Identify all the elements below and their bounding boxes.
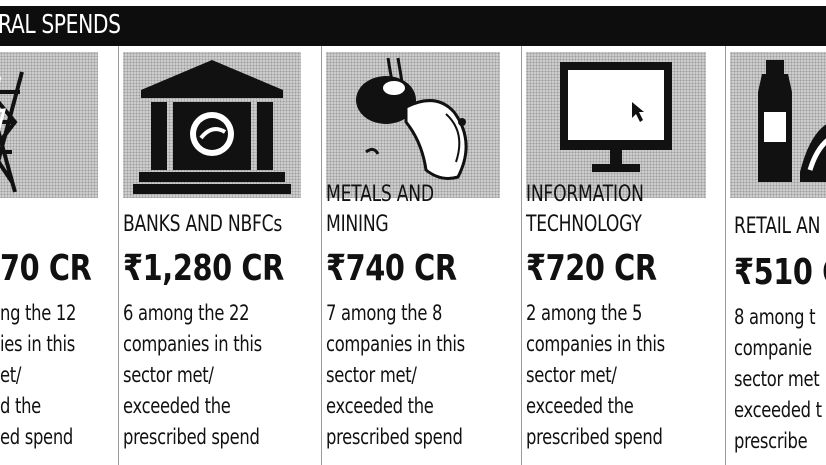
sector-description: 7 among the 8 companies in this sector m… xyxy=(326,301,465,449)
sector-description: 2 among the 5 companies in this sector m… xyxy=(526,301,665,449)
sector-column-metals: METALS AND MINING ₹740 CR 7 among the 8 … xyxy=(321,46,521,465)
sector-name: RETAIL AN xyxy=(734,214,821,239)
spend-amount: ₹510 C xyxy=(734,252,826,293)
sector-column-power: 70 CR ng the 12 ies in this et/ d the ed… xyxy=(0,46,118,465)
power-tower-icon xyxy=(0,71,24,193)
sector-description: 6 among the 22 companies in this sector … xyxy=(123,301,262,449)
sector-column-banks: BANKS AND NBFCs ₹1,280 CR 6 among the 22… xyxy=(118,46,320,465)
retail-bottle-icon xyxy=(758,60,826,182)
header-bar: RAL SPENDS xyxy=(0,6,826,46)
crucible-pouring-icon xyxy=(356,57,468,180)
spend-amount: ₹1,280 CR xyxy=(123,248,284,289)
spend-amount: 70 CR xyxy=(0,248,92,289)
sector-name: INFORMATION TECHNOLOGY xyxy=(526,182,644,237)
icon-panel xyxy=(0,52,98,198)
sector-name: METALS AND MINING xyxy=(326,182,434,237)
sector-name: BANKS AND NBFCs xyxy=(123,212,283,237)
sector-column-retail: RETAIL AN ₹510 C 8 among t companie sect… xyxy=(725,46,826,465)
spend-amount: ₹740 CR xyxy=(326,248,457,289)
sector-description: ng the 12 ies in this et/ d the ed spend xyxy=(0,301,77,449)
header-title: RAL SPENDS xyxy=(0,10,121,40)
icon-panel xyxy=(730,52,826,198)
sector-column-it: INFORMATION TECHNOLOGY ₹720 CR 2 among t… xyxy=(521,46,721,465)
computer-monitor-icon xyxy=(560,62,672,172)
sector-description: 8 among t companie sector met exceeded t… xyxy=(734,305,822,453)
icon-panel xyxy=(326,52,500,198)
icon-panel xyxy=(526,52,706,198)
bank-building-icon xyxy=(133,60,291,194)
spend-amount: ₹720 CR xyxy=(526,248,657,289)
icon-panel xyxy=(123,52,301,198)
